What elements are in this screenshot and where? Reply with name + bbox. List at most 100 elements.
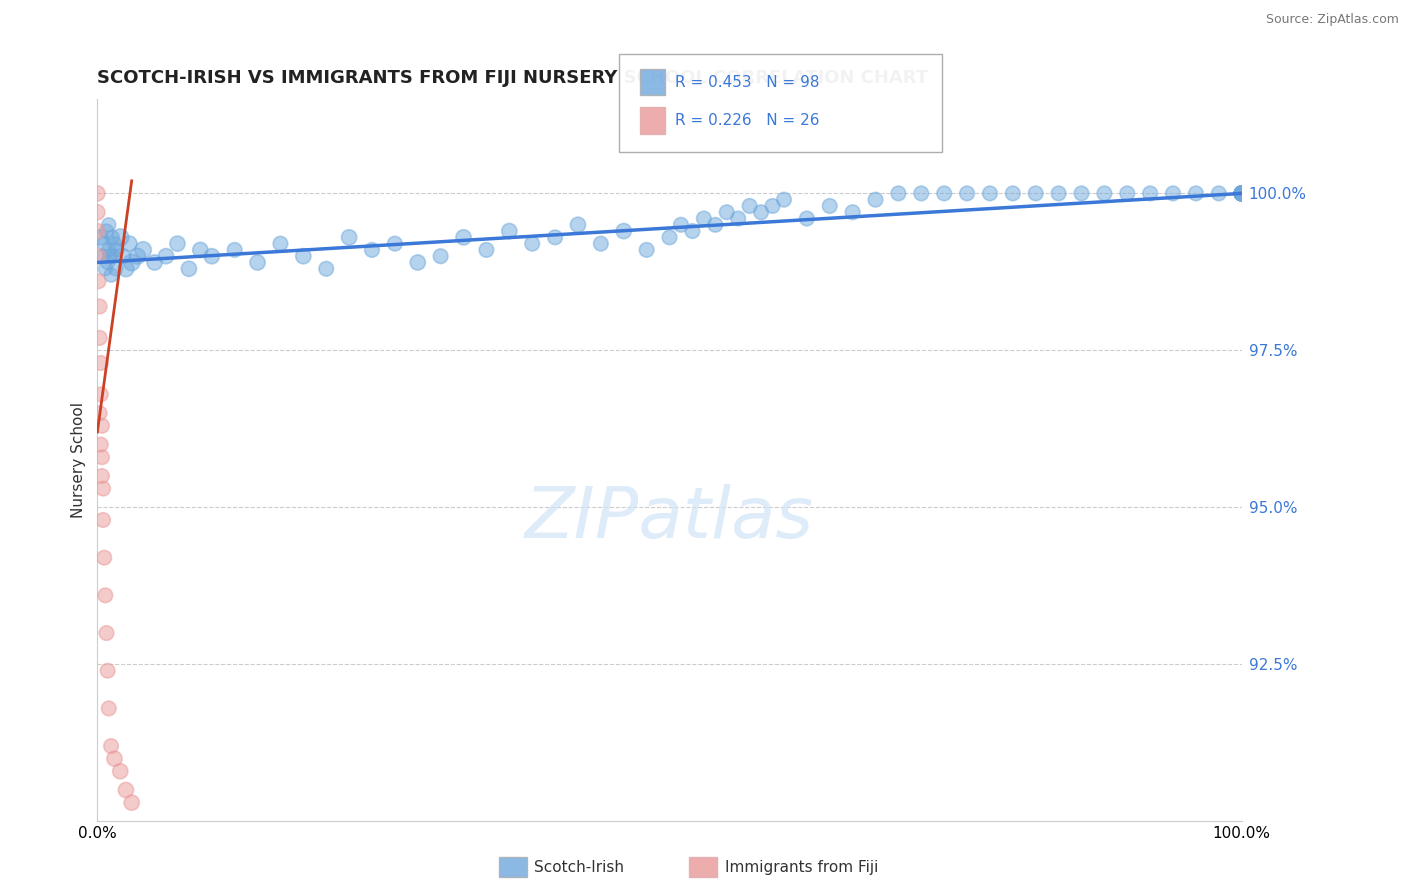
Point xyxy=(115,261,138,276)
Point xyxy=(97,701,120,715)
Point xyxy=(1230,186,1253,201)
Point xyxy=(90,230,112,244)
Point xyxy=(94,588,117,602)
Point xyxy=(1230,186,1253,201)
Point xyxy=(155,249,177,263)
Point xyxy=(93,550,115,565)
Point xyxy=(103,752,125,766)
Point xyxy=(91,482,114,496)
Text: Scotch-Irish: Scotch-Irish xyxy=(534,860,624,874)
Point xyxy=(86,224,108,238)
Point xyxy=(1230,186,1253,201)
Point xyxy=(90,356,112,370)
Point xyxy=(1230,186,1253,201)
Point xyxy=(738,199,761,213)
Point xyxy=(97,664,120,678)
Point xyxy=(1001,186,1024,201)
Point xyxy=(97,255,120,269)
Point xyxy=(98,249,121,263)
Point xyxy=(406,255,429,269)
Point xyxy=(94,261,117,276)
Point xyxy=(97,218,120,232)
Point xyxy=(90,437,112,451)
Point xyxy=(384,236,406,251)
Point xyxy=(188,243,211,257)
Point xyxy=(90,469,112,483)
Point xyxy=(1230,186,1253,201)
Point xyxy=(86,205,108,219)
Point xyxy=(841,205,863,219)
Point xyxy=(1230,186,1253,201)
Point xyxy=(669,218,692,232)
Point xyxy=(93,236,115,251)
Point xyxy=(89,331,111,345)
Point xyxy=(1230,186,1253,201)
Point xyxy=(1161,186,1184,201)
Point xyxy=(103,236,125,251)
Point xyxy=(727,211,749,226)
Point xyxy=(111,249,134,263)
Point xyxy=(1230,186,1253,201)
Point xyxy=(887,186,910,201)
Point xyxy=(121,796,143,810)
Point xyxy=(865,193,887,207)
Point xyxy=(910,186,932,201)
Point xyxy=(118,236,141,251)
Point xyxy=(103,249,125,263)
Point xyxy=(1230,186,1253,201)
Point xyxy=(127,249,149,263)
Point xyxy=(979,186,1001,201)
Point xyxy=(292,249,315,263)
Text: Source: ZipAtlas.com: Source: ZipAtlas.com xyxy=(1265,13,1399,27)
Y-axis label: Nursery School: Nursery School xyxy=(72,402,86,518)
Point xyxy=(761,199,783,213)
Point xyxy=(567,218,589,232)
Point xyxy=(201,249,224,263)
Point xyxy=(1185,186,1208,201)
Point xyxy=(1208,186,1230,201)
Point xyxy=(704,218,727,232)
Point xyxy=(1230,186,1253,201)
Point xyxy=(90,418,112,433)
Text: SCOTCH-IRISH VS IMMIGRANTS FROM FIJI NURSERY SCHOOL CORRELATION CHART: SCOTCH-IRISH VS IMMIGRANTS FROM FIJI NUR… xyxy=(97,69,928,87)
Point xyxy=(177,261,200,276)
Point xyxy=(934,186,956,201)
Point xyxy=(1230,186,1253,201)
Point xyxy=(132,243,155,257)
Point xyxy=(773,193,796,207)
Point xyxy=(956,186,979,201)
Point xyxy=(110,764,132,779)
Point xyxy=(166,236,188,251)
Point xyxy=(143,255,166,269)
Point xyxy=(818,199,841,213)
Point xyxy=(87,274,110,288)
Point xyxy=(1230,186,1253,201)
Point xyxy=(121,255,143,269)
Point xyxy=(522,236,544,251)
Point xyxy=(1116,186,1139,201)
Point xyxy=(716,205,738,219)
Point xyxy=(1230,186,1253,201)
Point xyxy=(100,739,122,753)
Point xyxy=(1070,186,1092,201)
Point xyxy=(110,230,132,244)
Point xyxy=(91,249,114,263)
Point xyxy=(337,230,360,244)
Point xyxy=(86,186,108,201)
Point xyxy=(1139,186,1161,201)
Point xyxy=(1092,186,1115,201)
Point xyxy=(96,626,118,640)
Point xyxy=(90,450,112,465)
Point xyxy=(105,243,128,257)
Point xyxy=(361,243,384,257)
Point xyxy=(1230,186,1253,201)
Point xyxy=(101,230,124,244)
Point xyxy=(658,230,681,244)
Text: Immigrants from Fiji: Immigrants from Fiji xyxy=(725,860,879,874)
Point xyxy=(90,387,112,401)
Point xyxy=(100,268,122,282)
Point xyxy=(315,261,337,276)
Point xyxy=(269,236,291,251)
Point xyxy=(429,249,451,263)
Point xyxy=(636,243,658,257)
